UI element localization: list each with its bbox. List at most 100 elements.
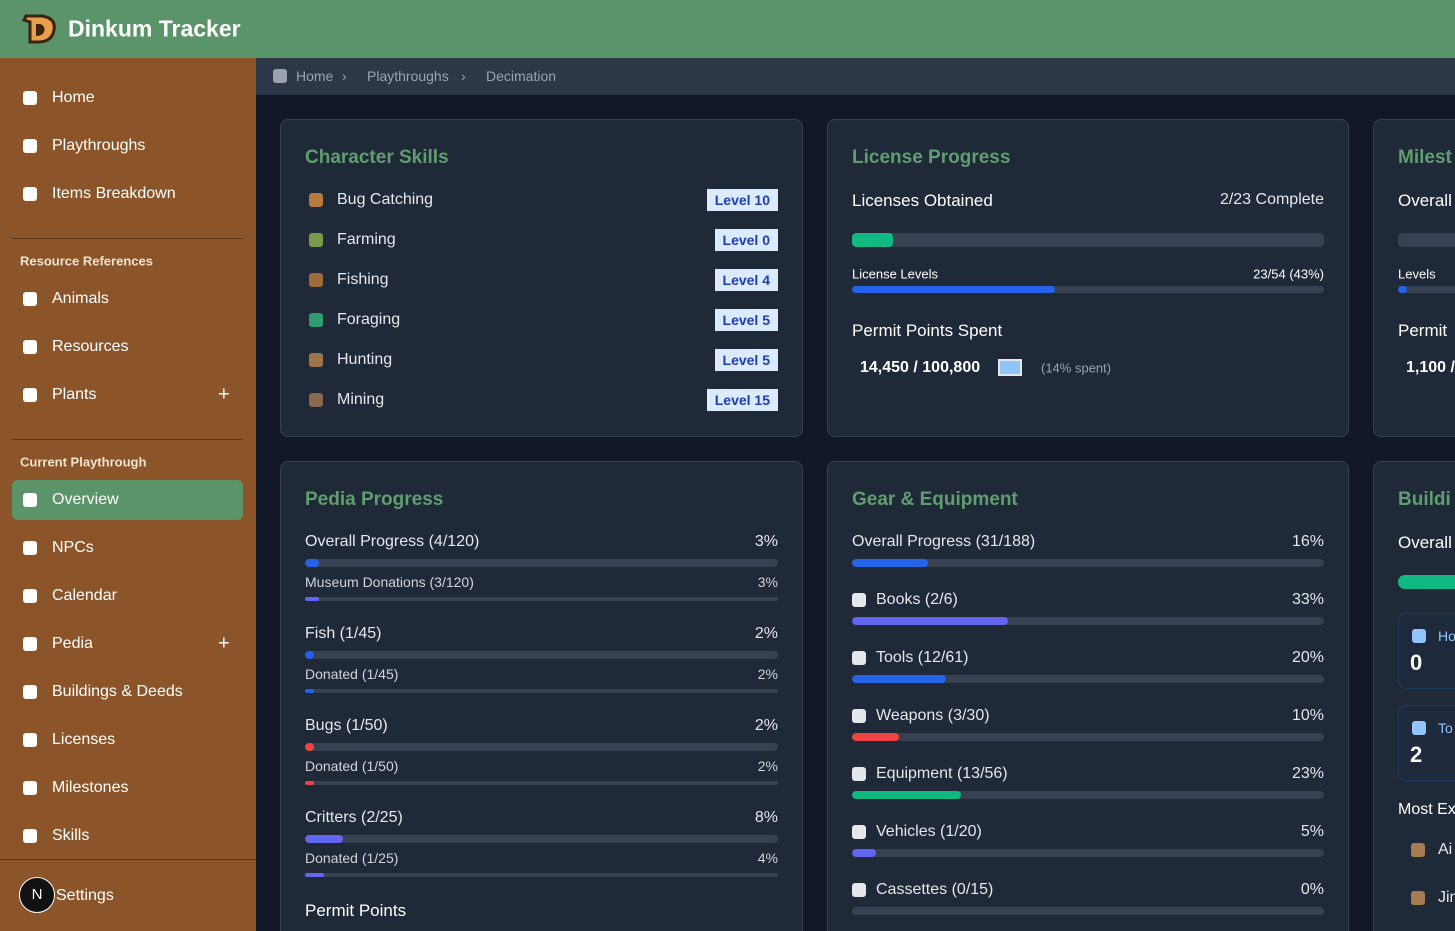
permit-icon [998, 359, 1022, 376]
nav-item[interactable]: Calendar [52, 587, 117, 604]
skill-icon [309, 313, 323, 327]
skill-level: Level 15 [706, 389, 778, 411]
gear-icon [852, 767, 866, 781]
nav-item[interactable]: Skills [52, 827, 90, 844]
license-levels-bar [852, 286, 1324, 293]
progress-fill [305, 781, 315, 785]
progress-fill [305, 559, 320, 567]
progress-percent: 5% [1300, 823, 1324, 840]
skill-name: Fishing [337, 271, 389, 288]
progress-label: Overall Progress (4/120) [305, 533, 480, 550]
progress-label: Overall Progress (31/188) [852, 533, 1036, 550]
value: 14,450 / 100,800 [860, 359, 981, 376]
nav-item[interactable]: Buildings & Deeds [52, 683, 183, 700]
progress-fill [305, 835, 343, 843]
nav-icon [23, 139, 37, 153]
note: (14% spent) [1041, 360, 1112, 376]
divider [0, 859, 256, 860]
sub-percent: 2% [757, 758, 778, 774]
label: Licenses Obtained [852, 191, 993, 210]
breadcrumb [256, 58, 1455, 95]
nav-item[interactable]: Animals [52, 290, 109, 307]
progress-fill [305, 743, 315, 751]
progress-track [305, 835, 778, 843]
progress-percent: 2% [754, 717, 778, 734]
nav-item[interactable]: Milestones [52, 779, 129, 796]
stat-icon [1412, 629, 1426, 643]
progress-percent: 10% [1291, 707, 1324, 724]
progress-dot [1398, 286, 1407, 293]
nav-icon [23, 340, 37, 354]
pedia-card [280, 461, 803, 931]
progress-label: Bugs (1/50) [305, 717, 388, 734]
nav-item[interactable]: Home [52, 89, 95, 106]
section-label: Permit Points [305, 901, 407, 920]
progress-fill [852, 791, 961, 799]
nav-icon [23, 91, 37, 105]
progress-track [305, 781, 778, 785]
sub-label: Donated (1/50) [305, 758, 399, 774]
progress-track [1398, 233, 1455, 247]
skill-icon [309, 353, 323, 367]
milestones-card [1373, 119, 1455, 437]
nav-item[interactable]: Playthroughs [52, 137, 146, 154]
progress-percent: 8% [754, 809, 778, 826]
nav-item[interactable]: Plants [52, 386, 97, 403]
progress-fill [852, 617, 1008, 625]
skill-level: Level 4 [714, 269, 778, 291]
stat-box [1398, 705, 1455, 781]
nav-icon [23, 187, 37, 201]
nav-item[interactable]: Licenses [52, 731, 116, 748]
breadcrumb-sep: › [342, 68, 347, 84]
label: Permit Points Spent [852, 321, 1003, 340]
progress-label: Equipment (13/56) [876, 765, 1008, 782]
license-card [827, 119, 1349, 437]
progress-track [852, 791, 1324, 799]
sub-percent: 4% [757, 850, 778, 866]
card-title: Milest [1398, 147, 1452, 168]
nav-item[interactable]: Items Breakdown [52, 185, 176, 202]
item-icon [1411, 843, 1425, 857]
skill-icon [309, 193, 323, 207]
value: 1,100 / [1406, 359, 1455, 376]
progress-fill [305, 873, 324, 877]
value: 2/23 Complete [1219, 191, 1324, 208]
stat-label: Ho [1438, 628, 1455, 644]
progress-label: Tools (12/61) [876, 649, 969, 666]
nav-icon [23, 733, 37, 747]
progress-track [305, 597, 778, 601]
avatar[interactable]: N [19, 877, 55, 913]
nav-item[interactable]: Overview [52, 491, 119, 508]
nav-active [12, 480, 243, 520]
nav-item[interactable]: Pedia [52, 635, 93, 652]
progress-percent: 2% [754, 625, 778, 642]
section-heading: Resource References [20, 253, 153, 269]
progress-track [852, 559, 1324, 567]
nav-item[interactable]: Resources [52, 338, 129, 355]
expand-icon: + [218, 632, 230, 655]
progress-track [305, 873, 778, 877]
sub-label: Donated (1/45) [305, 666, 399, 682]
sub-percent: 3% [757, 574, 778, 590]
item-name: Ai [1438, 841, 1453, 858]
skill-level: Level 10 [706, 189, 778, 211]
gear-icon [852, 593, 866, 607]
progress-fill [305, 597, 320, 601]
progress-percent: 20% [1291, 649, 1324, 666]
progress-label: Critters (2/25) [305, 809, 403, 826]
logo [22, 14, 56, 44]
progress-label: Weapons (3/30) [876, 707, 990, 724]
gear-icon [852, 709, 866, 723]
skill-icon [309, 393, 323, 407]
divider [12, 439, 243, 440]
progress-track [852, 617, 1324, 625]
nav-item[interactable]: Settings [56, 887, 114, 904]
skill-name: Hunting [337, 351, 393, 368]
nav-item[interactable]: NPCs [52, 539, 94, 556]
header: Dinkum Tracker [0, 0, 1455, 58]
breadcrumb-item[interactable]: Home [296, 68, 334, 84]
skill-level: Level 5 [714, 349, 778, 371]
breadcrumb-item[interactable]: Playthroughs [367, 68, 449, 84]
nav-icon [23, 829, 37, 843]
